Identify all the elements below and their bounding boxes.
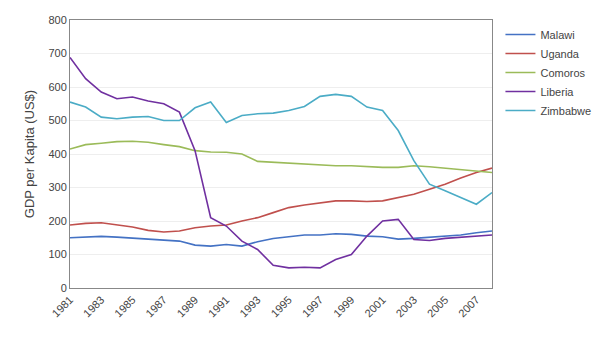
svg-text:Comoros: Comoros	[540, 67, 585, 79]
svg-text:2001: 2001	[362, 294, 388, 320]
svg-text:1985: 1985	[112, 294, 138, 320]
svg-text:1991: 1991	[206, 294, 232, 320]
svg-text:2003: 2003	[393, 294, 419, 320]
svg-text:100: 100	[48, 248, 66, 260]
svg-text:600: 600	[48, 81, 66, 93]
svg-text:Uganda: Uganda	[540, 48, 579, 60]
svg-text:1995: 1995	[268, 294, 294, 320]
svg-text:1987: 1987	[143, 294, 169, 320]
svg-text:1993: 1993	[237, 294, 263, 320]
svg-text:2005: 2005	[425, 294, 451, 320]
svg-text:700: 700	[48, 47, 66, 59]
svg-text:200: 200	[48, 215, 66, 227]
svg-text:2007: 2007	[456, 294, 482, 320]
svg-text:Liberia: Liberia	[540, 86, 574, 98]
svg-text:Zimbabwe: Zimbabwe	[540, 105, 591, 117]
svg-text:1997: 1997	[300, 294, 326, 320]
svg-text:1989: 1989	[175, 294, 201, 320]
svg-text:0: 0	[61, 282, 67, 294]
svg-text:1981: 1981	[50, 294, 76, 320]
svg-text:800: 800	[48, 14, 66, 26]
svg-text:Malawi: Malawi	[540, 29, 574, 41]
svg-text:1999: 1999	[331, 294, 357, 320]
svg-text:300: 300	[48, 181, 66, 193]
svg-text:1983: 1983	[81, 294, 107, 320]
svg-text:500: 500	[48, 114, 66, 126]
svg-text:400: 400	[48, 148, 66, 160]
svg-text:GDP per Kapita (US$): GDP per Kapita (US$)	[22, 90, 37, 218]
